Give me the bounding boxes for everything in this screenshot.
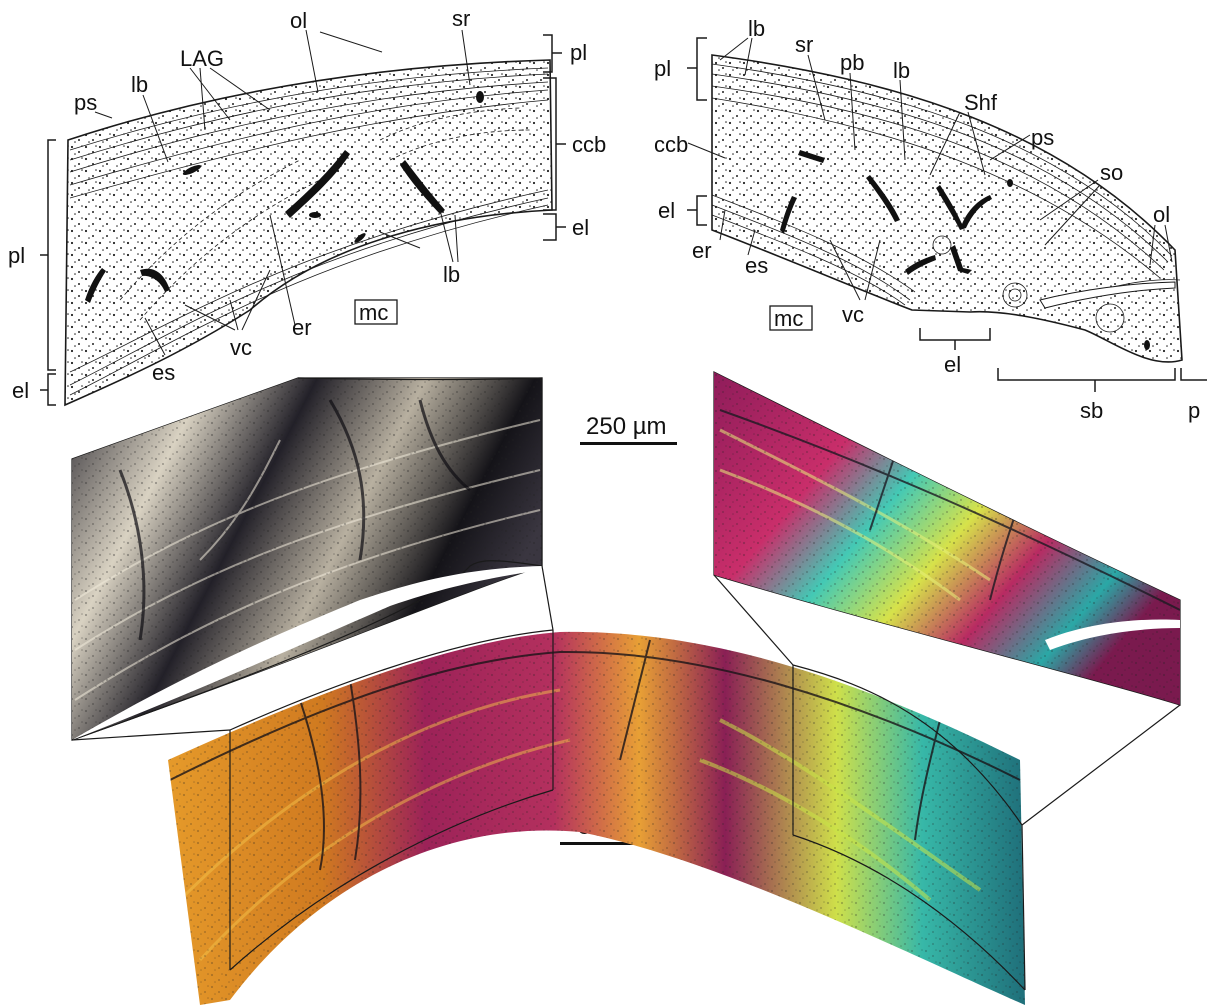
right-vascular-canals [780, 150, 1150, 350]
right-label-so: so [1100, 160, 1123, 185]
right-crack [1039, 281, 1176, 309]
zoom-connectors [71, 565, 1181, 991]
right-line-drawing: pl lb sr pb lb Shf ps ccb so el ol er es… [654, 16, 1207, 423]
left-label-lb-bottom: lb [443, 262, 460, 287]
right-mc-box [769, 305, 813, 331]
left-label-ps: ps [74, 90, 97, 115]
left-label-lb-top: lb [131, 72, 148, 97]
right-label-p: p [1188, 398, 1200, 423]
left-line-drawing: ol sr pl LAG ps lb ccb el pl el lb mc er… [8, 6, 606, 407]
right-label-ol: ol [1153, 202, 1170, 227]
left-label-es: es [152, 360, 175, 385]
scale-bar-250-line [580, 442, 677, 445]
micrograph-polarized-color-bottom [168, 631, 1025, 1005]
right-label-ps: ps [1031, 125, 1054, 150]
scale-bar-250: 250 µm [580, 413, 677, 445]
left-brackets [40, 34, 566, 406]
left-label-el-right: el [572, 215, 589, 240]
right-label-el-left: el [658, 198, 675, 223]
right-label-vc: vc [842, 302, 864, 327]
left-mc-box [354, 299, 398, 325]
right-label-lb-top: lb [748, 16, 765, 41]
left-label-sr: sr [452, 6, 470, 31]
left-label-lag: LAG [180, 46, 224, 71]
right-label-sb: sb [1080, 398, 1103, 423]
micrograph-polarized-color-right [713, 371, 1181, 706]
left-label-er: er [292, 315, 312, 340]
right-lamellae-lines [711, 63, 1181, 333]
left-leader-lines [94, 29, 471, 356]
right-label-lb-mid: lb [893, 58, 910, 83]
left-label-ol: ol [290, 8, 307, 33]
right-label-pl: pl [654, 56, 671, 81]
left-label-pl-top: pl [570, 40, 587, 65]
right-brackets [687, 37, 1207, 392]
left-label-ccb: ccb [572, 132, 606, 157]
right-label-mc: mc [774, 306, 803, 331]
right-label-es: es [745, 253, 768, 278]
left-label-el-left: el [12, 378, 29, 403]
right-label-shf: Shf [964, 90, 998, 115]
right-label-ccb: ccb [654, 132, 688, 157]
left-label-vc: vc [230, 335, 252, 360]
left-label-mc: mc [359, 300, 388, 325]
right-leader-lines [687, 37, 1173, 301]
right-label-er: er [692, 238, 712, 263]
micrograph-polarized-bw [71, 377, 543, 741]
scale-bar-250-label: 250 µm [586, 413, 667, 440]
right-label-el-bottom: el [944, 352, 961, 377]
right-label-pb: pb [840, 50, 864, 75]
left-vascular-canals [85, 91, 484, 303]
right-label-sr: sr [795, 32, 813, 57]
right-drawing-section [711, 54, 1183, 363]
left-label-pl-left: pl [8, 243, 25, 268]
